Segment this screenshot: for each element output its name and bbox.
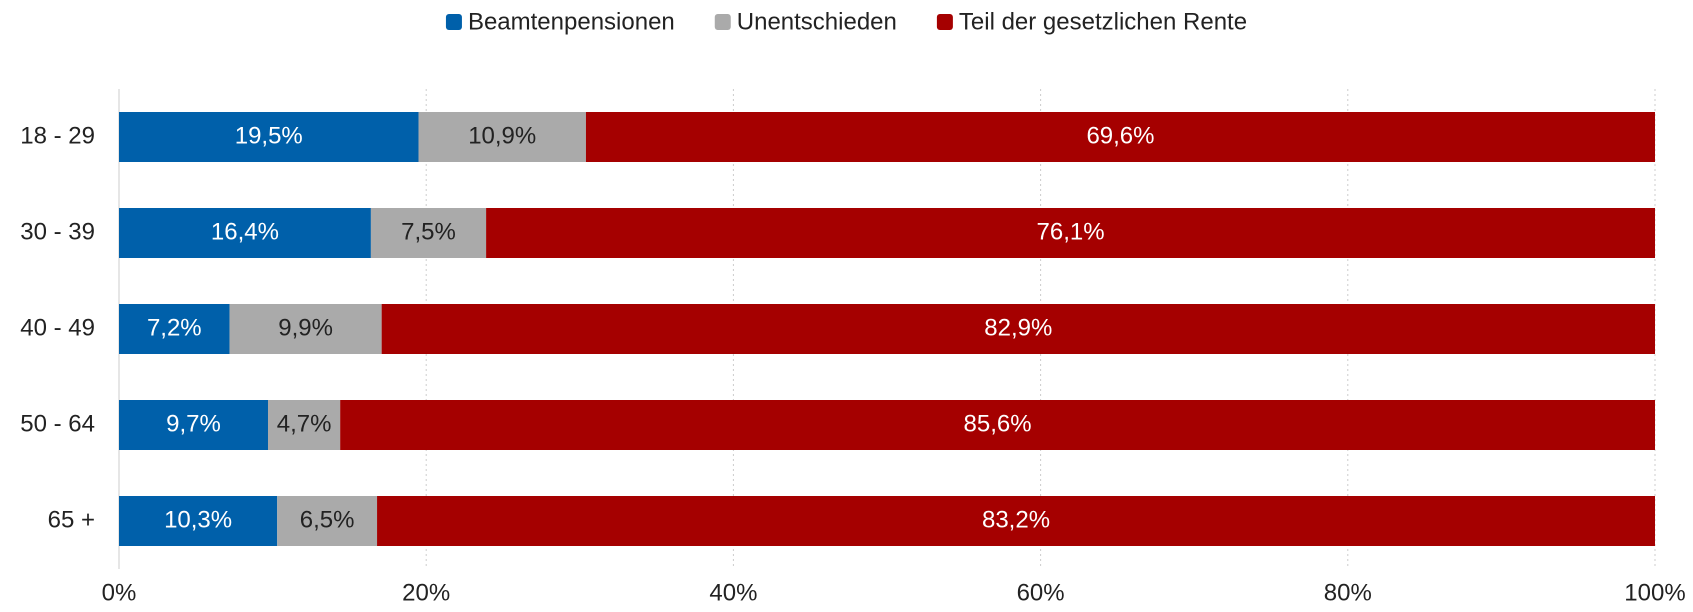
value-label: 69,6%	[1086, 122, 1154, 149]
x-tick-label: 80%	[1324, 579, 1372, 606]
value-label: 7,5%	[401, 218, 456, 245]
bar-segment	[119, 496, 278, 546]
bar-segment	[119, 112, 419, 162]
value-label: 83,2%	[982, 506, 1050, 533]
y-tick-label: 30 - 39	[20, 218, 95, 245]
bar-segment	[229, 304, 382, 354]
y-tick-label: 18 - 29	[20, 122, 95, 149]
bar-segment	[377, 496, 1656, 546]
value-label: 10,3%	[164, 506, 232, 533]
legend-swatch	[936, 14, 953, 30]
y-tick-label: 65 +	[48, 506, 95, 533]
bar-segment	[370, 208, 487, 258]
bar-segment	[119, 400, 268, 450]
legend-swatch	[445, 14, 462, 30]
value-label: 9,9%	[278, 314, 333, 341]
x-tick-label: 100%	[1624, 579, 1685, 606]
bar-segment	[277, 496, 378, 546]
value-label: 85,6%	[964, 410, 1032, 437]
bar-segment	[486, 208, 1655, 258]
bar-segment	[119, 304, 230, 354]
value-label: 4,7%	[277, 410, 332, 437]
bar-segment	[585, 112, 1655, 162]
value-label: 16,4%	[211, 218, 279, 245]
x-tick-label: 0%	[102, 579, 137, 606]
x-tick-label: 20%	[402, 579, 450, 606]
bar-segment	[418, 112, 586, 162]
bar-segment	[119, 208, 371, 258]
legend-label: Beamtenpensionen	[468, 8, 675, 35]
value-label: 82,9%	[984, 314, 1052, 341]
legend-swatch	[714, 14, 731, 30]
x-tick-label: 40%	[709, 579, 757, 606]
legend-label: Unentschieden	[737, 8, 897, 35]
value-label: 19,5%	[235, 122, 303, 149]
value-label: 76,1%	[1037, 218, 1105, 245]
bar-segment	[340, 400, 1656, 450]
value-label: 9,7%	[166, 410, 221, 437]
value-label: 10,9%	[468, 122, 536, 149]
value-label: 7,2%	[147, 314, 202, 341]
y-tick-label: 40 - 49	[20, 314, 95, 341]
bar-segment	[381, 304, 1655, 354]
x-tick-label: 60%	[1017, 579, 1065, 606]
y-tick-label: 50 - 64	[20, 410, 95, 437]
value-label: 6,5%	[300, 506, 355, 533]
legend-label: Teil der gesetzlichen Rente	[959, 8, 1247, 35]
bar-segment	[267, 400, 341, 450]
